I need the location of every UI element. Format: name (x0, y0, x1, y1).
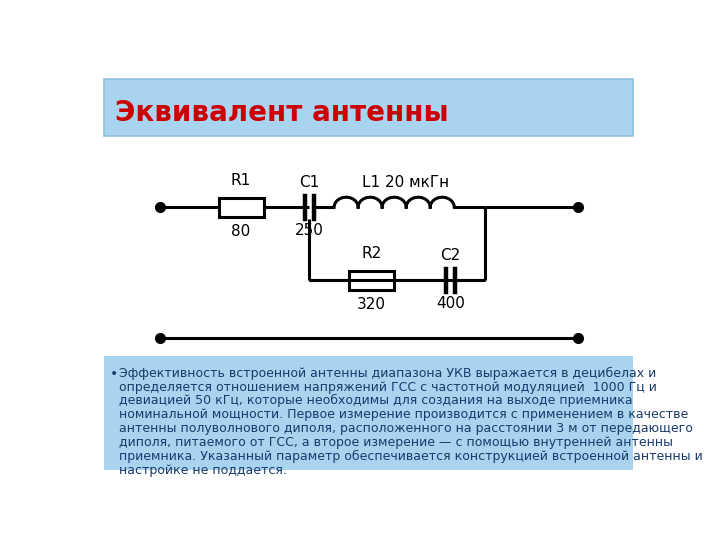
Text: диполя, питаемого от ГСС, а второе измерение — с помощью внутренней антенны: диполя, питаемого от ГСС, а второе измер… (120, 436, 673, 449)
Text: приемника. Указанный параметр обеспечивается конструкцией встроенной антенны и: приемника. Указанный параметр обеспечива… (120, 450, 703, 463)
Bar (219, 198, 264, 217)
Text: 250: 250 (295, 222, 324, 238)
Text: Эквивалент антенны: Эквивалент антенны (114, 98, 449, 126)
Text: Эффективность встроенной антенны диапазона УКВ выражается в децибелах и: Эффективность встроенной антенны диапазо… (120, 367, 657, 380)
Text: настройке не поддается.: настройке не поддается. (120, 464, 287, 477)
Text: 320: 320 (357, 298, 386, 312)
Text: •: • (110, 367, 118, 381)
Bar (104, 79, 632, 137)
Text: C2: C2 (440, 248, 461, 262)
Text: 80: 80 (232, 224, 251, 239)
Bar (349, 271, 394, 290)
Text: R2: R2 (361, 246, 382, 261)
Bar (104, 356, 632, 470)
Text: антенны полуволнового диполя, расположенного на расстоянии 3 м от передающего: антенны полуволнового диполя, расположен… (120, 422, 693, 435)
Text: L1 20 мкГн: L1 20 мкГн (362, 176, 449, 190)
Text: 400: 400 (436, 296, 465, 311)
Text: C1: C1 (300, 174, 320, 190)
Text: R1: R1 (231, 173, 251, 188)
Text: определяется отношением напряжений ГСС с частотной модуляцией  1000 Гц и: определяется отношением напряжений ГСС с… (120, 381, 657, 394)
Text: номинальной мощности. Первое измерение производится с применением в качестве: номинальной мощности. Первое измерение п… (120, 408, 689, 421)
Text: девиацией 50 кГц, которые необходимы для создания на выходе приемника: девиацией 50 кГц, которые необходимы для… (120, 394, 633, 408)
